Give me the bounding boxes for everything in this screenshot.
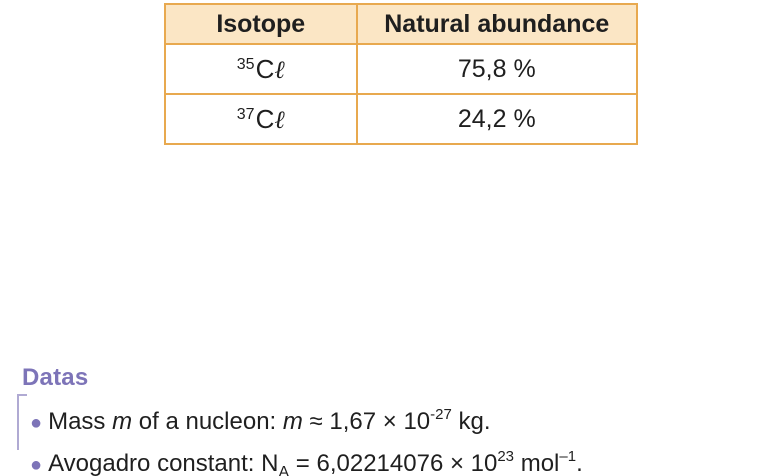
header-isotope: Isotope <box>164 3 358 45</box>
abundance-cell: 75,8 % <box>355 43 639 95</box>
unit-exponent: –1 <box>559 448 577 465</box>
data-text: of a nucleon: <box>132 408 283 435</box>
isotope-cell: 37Cℓ <box>164 93 358 145</box>
mass-number: 35 <box>236 55 255 73</box>
isotope-table: Isotope Natural abundance 35Cℓ 75,8 % 37… <box>164 3 639 145</box>
isotope-cell: 35Cℓ <box>164 43 358 95</box>
subscript: A <box>278 464 290 476</box>
datas-heading: Datas <box>22 364 89 391</box>
data-text: Mass <box>48 408 113 435</box>
element-symbol-l: ℓ <box>274 54 285 84</box>
header-natural-abundance: Natural abundance <box>355 3 639 45</box>
data-unit: kg. <box>451 408 491 435</box>
variable-m: m <box>282 408 303 435</box>
element-symbol-c: C <box>255 103 275 134</box>
data-text: . <box>576 450 583 476</box>
data-item-nucleon-mass: ● Mass m of a nucleon: m ≈ 1,67 × 10-27 k… <box>30 398 583 440</box>
bullet-icon: ● <box>30 454 43 476</box>
data-value: = 6,02214076 × 10 <box>289 450 498 476</box>
data-value: ≈ 1,67 × 10 <box>302 408 431 435</box>
variable-m: m <box>112 408 133 435</box>
datas-bracket-line <box>17 394 19 450</box>
datas-list: ● Mass m of a nucleon: m ≈ 1,67 × 10-27 k… <box>30 398 583 476</box>
data-unit: mol <box>514 450 560 476</box>
element-symbol-c: C <box>255 53 275 84</box>
bullet-icon: ● <box>30 412 43 434</box>
table-row: 37Cℓ 24,2 % <box>164 93 639 145</box>
exponent: 23 <box>497 448 515 465</box>
table-row: 35Cℓ 75,8 % <box>164 43 639 95</box>
element-symbol-l: ℓ <box>274 104 285 134</box>
data-item-avogadro: ● Avogadro constant: NA = 6,02214076 × 10… <box>30 440 583 476</box>
table-header-row: Isotope Natural abundance <box>164 3 639 45</box>
exponent: -27 <box>430 406 452 423</box>
abundance-cell: 24,2 % <box>355 93 639 145</box>
mass-number: 37 <box>236 105 255 123</box>
data-text: Avogadro constant: N <box>48 450 279 476</box>
datas-bracket-tick <box>17 394 27 396</box>
